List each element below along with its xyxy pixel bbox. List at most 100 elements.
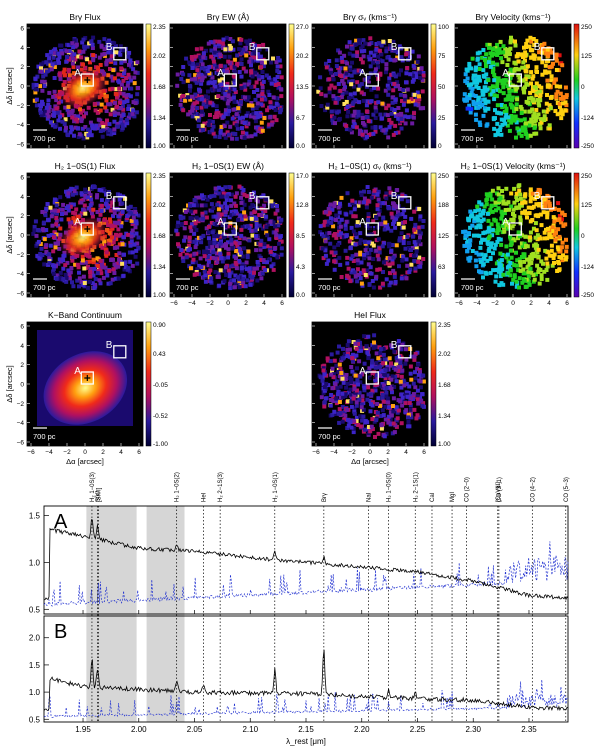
- map-pixel: [255, 260, 260, 264]
- map-pixel: [516, 67, 521, 72]
- map-pixel: [126, 107, 131, 111]
- map-pixel: [552, 219, 557, 224]
- map-pixel: [94, 195, 99, 200]
- map-pixel: [239, 200, 244, 205]
- map-pixel: [517, 131, 522, 136]
- map-pixel: [195, 106, 199, 110]
- map-pixel: [380, 408, 385, 413]
- map-pixel: [409, 114, 414, 119]
- map-pixel: [330, 366, 335, 371]
- map-pixel: [360, 394, 365, 399]
- map-pixel: [347, 239, 352, 244]
- map-pixel: [542, 236, 547, 241]
- map-pixel: [477, 78, 482, 83]
- map-pixel: [474, 264, 479, 269]
- map-pixels: [316, 36, 426, 141]
- map-pixel: [273, 224, 278, 229]
- map-pixel: [219, 194, 224, 199]
- map-pixel: [514, 102, 519, 107]
- map-pixel: [351, 229, 356, 234]
- map-pixel: [474, 78, 479, 83]
- map-pixel: [186, 243, 191, 248]
- map-pixel: [249, 216, 254, 221]
- map-pixel: [523, 77, 528, 82]
- map-pixel: [248, 274, 253, 278]
- map-pixel: [255, 58, 260, 63]
- map-pixel: [394, 379, 399, 384]
- map-pixel: [538, 117, 543, 122]
- map-pixel: [552, 252, 557, 257]
- map-pixel: [504, 106, 509, 111]
- map-pixel: [279, 246, 284, 251]
- map-pixel: [392, 349, 397, 354]
- map-pixel: [248, 205, 253, 210]
- map-pixel: [402, 93, 407, 98]
- map-pixel: [66, 208, 71, 213]
- map-pixel: [356, 423, 361, 427]
- map-pixel: [45, 202, 50, 207]
- map-pixel: [244, 53, 249, 58]
- map-pixel: [237, 241, 242, 246]
- map-pixel: [348, 279, 353, 284]
- map-pixel: [81, 37, 86, 42]
- map-pixel: [218, 241, 223, 246]
- map-pixel: [347, 202, 352, 207]
- map-pixel: [71, 210, 76, 215]
- map-pixel: [344, 385, 349, 390]
- map-pixel: [409, 407, 413, 412]
- map-pixel: [278, 239, 283, 244]
- map-pixel: [218, 128, 223, 133]
- map-pixel: [217, 41, 221, 46]
- map-pixel: [503, 253, 508, 258]
- map-pixel: [392, 82, 397, 86]
- map-pixel: [117, 262, 122, 267]
- map-pixel: [324, 209, 328, 214]
- map-pixel: [487, 246, 492, 251]
- map-pixel: [200, 109, 204, 114]
- map-pixel: [519, 241, 524, 246]
- map-pixel: [246, 95, 251, 100]
- map-pixel: [476, 105, 481, 110]
- y-tick-label: 0: [20, 84, 24, 91]
- map-pixel: [371, 285, 376, 290]
- map-pixel: [176, 220, 181, 225]
- map-pixel: [42, 79, 47, 84]
- map-pixel: [98, 63, 103, 67]
- map-pixel: [321, 368, 326, 373]
- map-pixel: [398, 357, 403, 362]
- map-pixel: [503, 115, 508, 120]
- map-pixel: [346, 381, 350, 386]
- map-pixel: [57, 52, 62, 56]
- map-pixel: [384, 66, 389, 71]
- map-pixel: [481, 262, 486, 267]
- map-pixel: [264, 230, 269, 235]
- map-pixel: [45, 116, 50, 121]
- map-pixel: [383, 88, 388, 93]
- map-pixel: [358, 374, 363, 379]
- map-pixel: [190, 114, 195, 119]
- map-pixel: [246, 82, 251, 87]
- map-pixel: [242, 84, 247, 89]
- map-pixel: [232, 78, 237, 83]
- map-pixel: [262, 242, 267, 247]
- map-pixel: [73, 262, 78, 267]
- map-pixel: [209, 48, 214, 53]
- map-pixel: [42, 220, 46, 225]
- map-pixel: [260, 128, 265, 133]
- map-pixel: [493, 242, 498, 247]
- map-pixel: [44, 243, 49, 248]
- map-pixel: [199, 265, 204, 270]
- map-pixel: [492, 126, 497, 131]
- map-pixel: [99, 208, 104, 213]
- map-pixel: [245, 41, 250, 46]
- map-pixel: [199, 78, 204, 83]
- map-pixel: [352, 411, 357, 416]
- map-pixel: [190, 108, 195, 113]
- map-pixel: [483, 85, 488, 90]
- map-pixel: [522, 126, 527, 131]
- map-pixel: [355, 366, 359, 371]
- map-pixel: [225, 194, 230, 199]
- map-pixel: [468, 110, 473, 115]
- map-pixel: [520, 255, 524, 259]
